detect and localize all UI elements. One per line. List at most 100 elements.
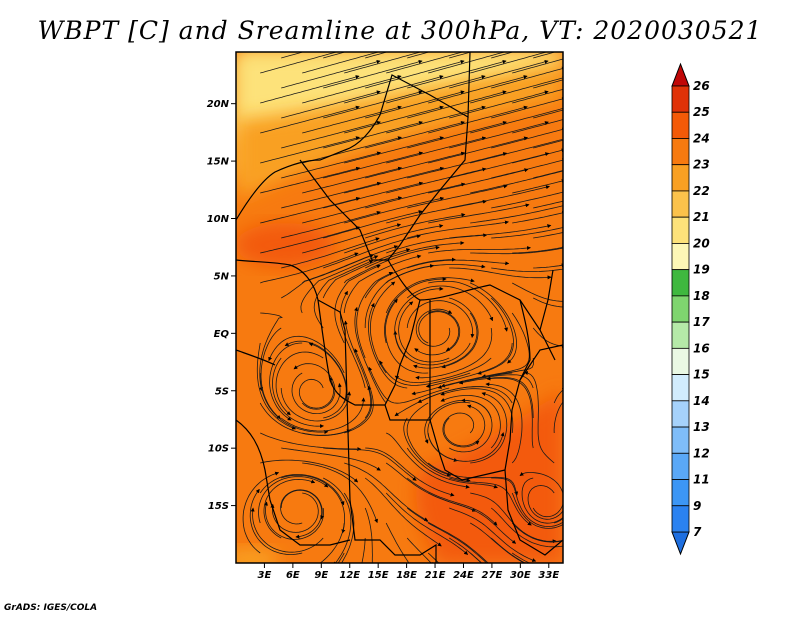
streamline [302, 105, 402, 134]
streamline [260, 136, 360, 164]
streamline [269, 342, 303, 421]
streamline [458, 377, 534, 419]
streamline [302, 166, 403, 194]
streamline [313, 259, 374, 329]
streamline [275, 351, 324, 416]
streamline [428, 75, 528, 104]
streamline [386, 136, 487, 164]
colorbar-label: 23 [693, 158, 710, 172]
streamline [407, 184, 508, 209]
colorbar-swatch [671, 190, 690, 218]
lat-label: 10N [207, 214, 230, 225]
streamline [407, 59, 507, 89]
credit-label: GrADS: IGES/COLA [4, 603, 98, 613]
streamline [242, 471, 280, 554]
streamline [260, 459, 359, 483]
colorbar-swatch [671, 85, 690, 113]
streamline [365, 52, 389, 59]
streamline [280, 397, 366, 432]
colorbar-swatch [671, 426, 690, 454]
streamline [344, 224, 444, 254]
streamline [344, 105, 444, 134]
streamline [470, 76, 563, 104]
streamline [470, 106, 563, 134]
streamline [281, 59, 381, 89]
lat-label: 5S [215, 386, 229, 397]
streamline [394, 286, 444, 359]
streamline [319, 522, 345, 563]
streamline [259, 312, 283, 392]
streamline [280, 489, 325, 525]
streamline [491, 97, 563, 119]
lat-label: 10S [208, 444, 229, 455]
streamline [533, 79, 563, 89]
streamline [369, 281, 396, 374]
streamline [323, 59, 423, 89]
colorbar-label: 21 [693, 210, 710, 224]
streamline [470, 168, 563, 194]
colorbar-label: 13 [693, 420, 710, 434]
streamline [281, 447, 381, 471]
streamline [364, 477, 442, 547]
streamline [470, 205, 563, 224]
streamline [407, 90, 507, 119]
lon-label: 3E [258, 570, 272, 581]
streamline [428, 203, 530, 224]
lon-label: 33E [538, 570, 559, 581]
streamline [490, 537, 526, 563]
streamline [344, 52, 422, 74]
streamline [291, 372, 342, 415]
streamline [384, 277, 447, 344]
streamline [512, 179, 563, 194]
colorbar-swatch [671, 111, 690, 139]
streamline [477, 297, 514, 375]
colorbar-label: 22 [693, 184, 710, 198]
streamline [406, 300, 475, 339]
streamline [449, 267, 552, 280]
colorbar-swatch [671, 138, 690, 166]
colorbar-label: 20 [693, 236, 710, 250]
streamline [260, 75, 360, 104]
streamline [407, 152, 508, 179]
streamline [511, 552, 531, 563]
streamline [428, 492, 517, 544]
streamline [533, 297, 563, 308]
streamline [335, 552, 345, 563]
colorbar-label: 12 [693, 446, 710, 460]
streamline [323, 477, 352, 563]
streamline [259, 474, 345, 506]
streamline [512, 119, 563, 134]
streamline [440, 395, 501, 449]
streamline [533, 139, 563, 149]
colorbar-label: 16 [693, 341, 710, 355]
streamline [428, 168, 529, 194]
colorbar-label: 9 [693, 499, 701, 513]
streamline [407, 259, 510, 269]
streamline [368, 366, 450, 404]
streamline [398, 301, 450, 363]
streamline [386, 233, 488, 254]
streamline [323, 181, 424, 209]
lat-label: 20N [207, 99, 230, 110]
streamline [428, 136, 529, 164]
streamline [293, 363, 336, 410]
streamline [256, 342, 297, 430]
streamline [406, 537, 435, 563]
streamline [323, 52, 347, 59]
streamline [385, 522, 410, 563]
streamline [386, 167, 487, 194]
streamline [298, 376, 335, 409]
streamline [344, 462, 429, 522]
streamline [302, 196, 403, 224]
lat-label: 15S [208, 501, 229, 512]
latitude-axis: 20N 15N 10N 5N EQ 5S 10S 15S [207, 99, 236, 512]
colorbar-label: 17 [693, 315, 710, 329]
streamline [491, 190, 563, 209]
streamline [441, 297, 479, 369]
streamline [260, 226, 360, 254]
streamline [250, 507, 324, 553]
colorbar-label: 24 [693, 131, 710, 145]
streamline [511, 492, 563, 529]
figure-title: WBPT [C] and Sreamline at 300hPa, VT: 20… [37, 16, 763, 45]
